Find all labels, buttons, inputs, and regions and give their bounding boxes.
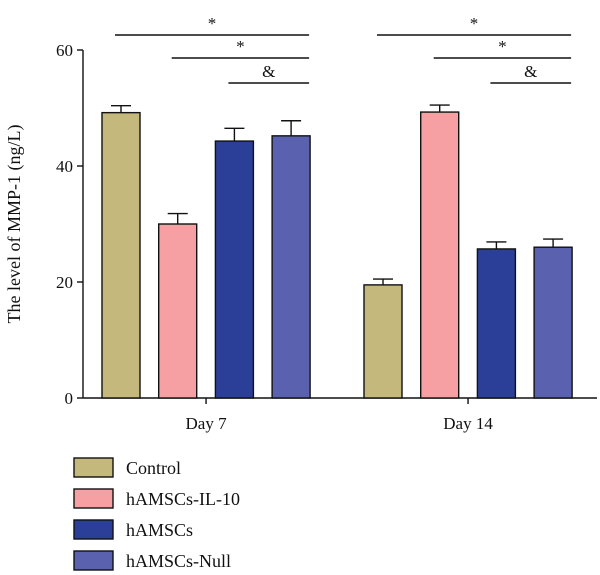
bar-0-0 (101, 111, 141, 399)
bars (101, 104, 573, 399)
bar-2-0 (214, 140, 255, 399)
x-tick-label-0: Day 7 (186, 414, 228, 433)
bar-3-1 (533, 246, 573, 399)
legend-swatch-1 (73, 488, 114, 509)
x-tick-label-1: Day 14 (443, 414, 493, 433)
bar-0-1 (363, 284, 403, 399)
legend: Control hAMSCs-IL-10 hAMSCs hAMSCs-Null (73, 457, 240, 571)
sig-label-1: * (236, 37, 245, 56)
bar-1-1 (420, 111, 460, 399)
y-tick-label-2: 40 (56, 157, 73, 176)
y-tick-label-3: 60 (56, 41, 73, 60)
legend-label-0: Control (126, 458, 181, 478)
sig-label-5: & (524, 62, 537, 81)
sig-label-3: * (470, 14, 479, 33)
legend-swatch-2 (73, 519, 114, 540)
sig-label-0: * (208, 14, 217, 33)
y-tick-label-1: 20 (56, 273, 73, 292)
bar-2-1 (476, 248, 517, 399)
sig-label-2: & (262, 62, 275, 81)
legend-label-2: hAMSCs (126, 520, 193, 540)
y-axis-label: The level of MMP-1 (ng/L) (4, 125, 25, 324)
bar-3-0 (271, 135, 311, 399)
sig-label-4: * (498, 37, 507, 56)
legend-label-3: hAMSCs-Null (126, 551, 231, 571)
legend-label-1: hAMSCs-IL-10 (126, 489, 240, 509)
y-tick-label-0: 0 (65, 389, 74, 408)
legend-swatch-0 (73, 457, 114, 478)
significance-markers: **&**& (115, 14, 572, 84)
legend-swatch-3 (73, 550, 114, 571)
bar-1-0 (157, 223, 198, 399)
